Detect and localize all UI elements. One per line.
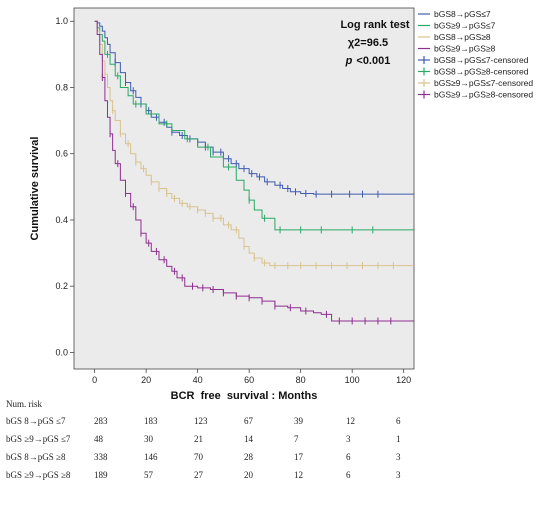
risk-value: 338 (94, 452, 108, 462)
risk-value: 70 (194, 452, 203, 462)
risk-value: 67 (244, 416, 253, 426)
legend-entry: bGS8→pGS≥8-censored (418, 67, 529, 77)
legend-entry: bGS≥9→pGS≤7 (418, 21, 496, 31)
legend-label: bGS8→pGS≥8 (434, 32, 491, 42)
series-line (94, 20, 414, 231)
series-4 (94, 20, 414, 325)
risk-value: 183 (144, 416, 158, 426)
legend-label: bGS8→pGS≤7-censored (434, 55, 529, 65)
risk-value: 12 (294, 470, 303, 480)
legend-label: bGS≥9→pGS≥8 (434, 44, 496, 54)
risk-value: 21 (194, 434, 203, 444)
x-tick-label: 60 (244, 375, 254, 385)
risk-value: 123 (194, 416, 208, 426)
annotation-p-number: <0.001 (356, 55, 390, 67)
risk-value: 14 (244, 434, 253, 444)
risk-row-label: bGS 8→pGS ≤7 (6, 416, 66, 426)
risk-value: 7 (294, 434, 299, 444)
y-tick-label: 0.0 (55, 347, 68, 357)
risk-value: 189 (94, 470, 108, 480)
risk-value: 27 (194, 470, 203, 480)
risk-value: 3 (396, 452, 401, 462)
risk-table-row: bGS ≥9→pGS ≥8 189 57 27 20 12 6 3 (6, 466, 546, 484)
number-at-risk-table: Num. risk bGS 8→pGS ≤7 283 183 123 67 39 12 6 bG… (6, 396, 546, 484)
risk-row-label: bGS 8→pGS ≥8 (6, 452, 66, 462)
x-tick-label: 120 (396, 375, 411, 385)
legend-entry: bGS8→pGS≤7-censored (418, 55, 529, 65)
annotation-chi-square: χ2=96.5 (348, 37, 388, 49)
series-1 (94, 20, 414, 198)
series-2 (94, 20, 414, 234)
risk-value: 57 (144, 470, 153, 480)
legend-label: bGS≥9→pGS≥8-censored (434, 90, 533, 100)
y-tick-label: 0.2 (55, 281, 68, 291)
risk-value: 17 (294, 452, 303, 462)
legend-label: bGS≥9→pGS≤7 (434, 21, 496, 31)
annotation-p-value: p <0.001 (345, 55, 391, 67)
risk-value: 1 (396, 434, 401, 444)
legend-entry: bGS≥9→pGS≥8 (418, 44, 496, 54)
y-axis-label: Cumulative survival (29, 137, 41, 241)
risk-value: 3 (346, 434, 351, 444)
y-tick-label: 0.6 (55, 149, 68, 159)
x-tick-label: 40 (193, 375, 203, 385)
risk-table-row: bGS ≥9→pGS ≤7 48 30 21 14 7 3 1 (6, 430, 546, 448)
risk-row-label: bGS ≥9→pGS ≥8 (6, 470, 71, 480)
risk-value: 28 (244, 452, 253, 462)
risk-value: 48 (94, 434, 103, 444)
legend-entry: bGS8→pGS≥8 (418, 32, 491, 42)
risk-value: 30 (144, 434, 153, 444)
x-tick-label: 20 (141, 375, 151, 385)
risk-value: 6 (346, 452, 351, 462)
legend-entry: bGS≥9→pGS≥8-censored (418, 90, 533, 100)
series-layer (94, 20, 414, 325)
log-rank-annotation: Log rank test χ2=96.5 p <0.001 (340, 19, 409, 67)
x-tick-label: 80 (296, 375, 306, 385)
annotation-title: Log rank test (340, 19, 409, 31)
legend-entry: bGS≥9→pGS≤7-censored (418, 78, 533, 88)
y-tick-label: 1.0 (55, 16, 68, 26)
x-tick-label: 0 (92, 375, 97, 385)
legend-entry: bGS8→pGS≤7 (418, 9, 491, 19)
risk-value: 39 (294, 416, 303, 426)
risk-table-rows: bGS 8→pGS ≤7 283 183 123 67 39 12 6 bGS ≥9→pGS ≤… (6, 412, 546, 484)
km-chart: 0 20 40 60 80 100 120 0.0 0.2 0.4 0.6 0.8 1.0 Log ra… (29, 7, 533, 400)
legend-label: bGS8→pGS≥8-censored (434, 67, 529, 77)
annotation-p-label: p (345, 55, 353, 67)
legend-label: bGS8→pGS≤7 (434, 9, 491, 19)
series-line (94, 20, 414, 322)
legend-label: bGS≥9→pGS≤7-censored (434, 78, 533, 88)
risk-value: 6 (396, 416, 401, 426)
axes: 0 20 40 60 80 100 120 0.0 0.2 0.4 0.6 0.8 1.0 (55, 16, 411, 385)
risk-row-label: bGS ≥9→pGS ≤7 (6, 434, 71, 444)
risk-table-row: bGS 8→pGS ≥8 338 146 70 28 17 6 3 (6, 448, 546, 466)
risk-value: 20 (244, 470, 253, 480)
risk-value: 6 (346, 470, 351, 480)
risk-value: 146 (144, 452, 158, 462)
x-axis-label: BCR_free_survival : Months (171, 390, 318, 400)
y-tick-label: 0.4 (55, 215, 68, 225)
risk-value: 283 (94, 416, 108, 426)
risk-table-title: Num. risk (6, 399, 42, 409)
risk-value: 12 (346, 416, 355, 426)
y-tick-label: 0.8 (55, 82, 68, 92)
series-3 (94, 20, 414, 270)
risk-value: 3 (396, 470, 401, 480)
risk-table-row: bGS 8→pGS ≤7 283 183 123 67 39 12 6 (6, 412, 546, 430)
x-tick-label: 100 (345, 375, 360, 385)
